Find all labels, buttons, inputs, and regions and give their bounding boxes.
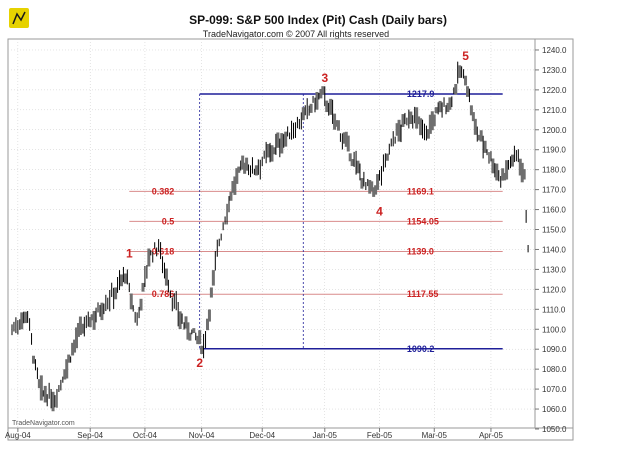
x-tick-label: Oct-04: [133, 431, 158, 440]
x-tick-label: Apr-05: [479, 431, 504, 440]
wave-label: 3: [321, 71, 328, 85]
y-tick-label: 1110.0: [542, 305, 566, 314]
fibonacci-ratio-label: 0.382: [152, 186, 175, 196]
chart-title: SP-099: S&P 500 Index (Pit) Cash (Daily …: [189, 13, 447, 27]
y-tick-label: 1230.0: [542, 66, 567, 75]
extreme-value-label: 1090.2: [407, 344, 435, 354]
y-tick-label: 1240.0: [542, 46, 567, 55]
extreme-value-label: 1217.9: [407, 89, 435, 99]
wave-label: 4: [376, 205, 383, 219]
y-axis: 1050.0 1060.0 1070.0 1080.0 1090.0 1100.0 1110…: [535, 46, 567, 434]
y-tick-label: 1080.0: [542, 365, 567, 374]
watermark: TradeNavigator.com: [12, 420, 75, 427]
y-tick-label: 1130.0: [542, 265, 566, 274]
x-tick-label: Nov-04: [189, 431, 215, 440]
y-tick-label: 1180.0: [542, 166, 566, 175]
wave-label: 5: [462, 49, 469, 63]
fibonacci-value-label: 1154.05: [407, 216, 439, 226]
fibonacci-value-label: 1169.1: [407, 186, 434, 196]
y-tick-label: 1170.0: [542, 186, 566, 195]
grid: [8, 39, 535, 428]
chart-frame: [7, 38, 574, 441]
y-tick-label: 1120.0: [542, 285, 566, 294]
y-tick-label: 1200.0: [542, 126, 567, 135]
annotations: 1 2 3 4 5: [126, 49, 469, 370]
y-tick-label: 1150.0: [542, 226, 566, 235]
y-tick-label: 1090.0: [542, 345, 567, 354]
y-tick-label: 1210.0: [542, 106, 567, 115]
x-tick-label: Feb-05: [367, 431, 393, 440]
fibonacci-value-label: 1139.0: [407, 246, 434, 256]
fibonacci-value-label: 1117.55: [407, 289, 439, 299]
y-tick-label: 1070.0: [542, 385, 567, 394]
wave-label: 1: [126, 246, 133, 260]
x-tick-label: Aug-04: [5, 431, 31, 440]
x-axis: Aug-04 Sep-04 Oct-04 Nov-04 Dec-04 Jan-05 Feb-…: [5, 428, 504, 440]
price-bars: [11, 61, 529, 412]
fibonacci-ratio-label: 0.5: [162, 216, 175, 226]
y-tick-label: 1060.0: [542, 405, 567, 414]
x-tick-label: Sep-04: [77, 431, 103, 440]
y-tick-label: 1160.0: [542, 206, 566, 215]
fibonacci-ratio-label: 0.786: [152, 289, 175, 299]
y-tick-label: 1190.0: [542, 146, 566, 155]
logo: [9, 8, 29, 28]
chart-subtitle: TradeNavigator.com © 2007 All rights res…: [203, 29, 389, 39]
y-tick-label: 1220.0: [542, 86, 567, 95]
x-tick-label: Dec-04: [249, 431, 275, 440]
x-tick-label: Mar-05: [422, 431, 448, 440]
fibonacci-ratio-label: 0.618: [152, 246, 175, 256]
fibonacci-levels: 0.382 1169.10.5 1154.050.618 1139.00.786 111…: [129, 89, 503, 354]
x-tick-label: Jan-05: [313, 431, 338, 440]
y-tick-label: 1140.0: [542, 245, 566, 254]
wave-label: 2: [196, 356, 203, 370]
logo-chart-glyph: [12, 11, 26, 25]
y-tick-label: 1100.0: [542, 325, 566, 334]
y-tick-label: 1050.0: [542, 425, 567, 434]
